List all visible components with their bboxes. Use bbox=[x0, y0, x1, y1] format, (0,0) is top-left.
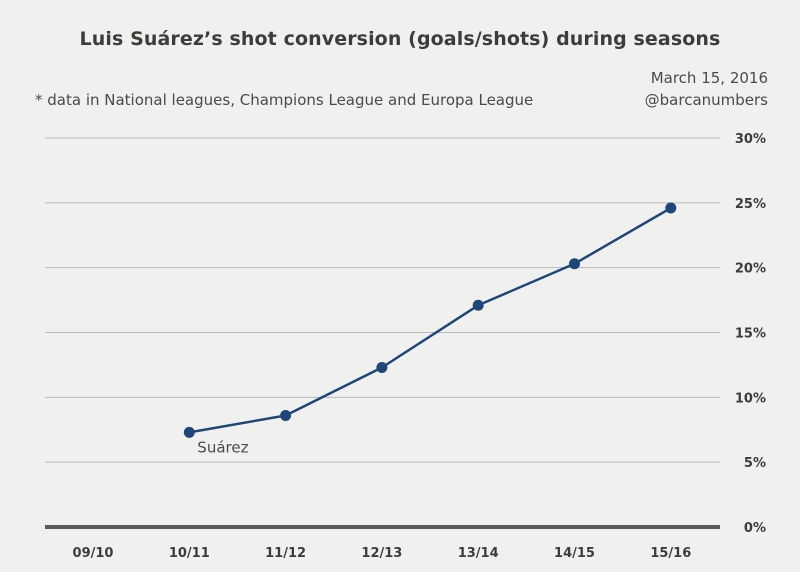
y-tick-label: 25% bbox=[735, 197, 766, 212]
x-tick-label: 12/13 bbox=[361, 546, 402, 561]
gridlines bbox=[45, 137, 720, 529]
series-label: Suárez bbox=[197, 438, 248, 456]
y-tick-label: 30% bbox=[735, 132, 766, 147]
y-tick-label: 15% bbox=[735, 327, 766, 342]
x-tick-label: 10/11 bbox=[169, 546, 210, 561]
x-axis-ticks: 09/10 10/11 11/12 12/13 13/14 14/15 15/16 bbox=[73, 546, 692, 561]
data-point bbox=[569, 258, 580, 270]
x-tick-label: 14/15 bbox=[554, 546, 595, 561]
x-tick-label: 15/16 bbox=[650, 546, 691, 561]
chart-title: Luis Suárez’s shot conversion (goals/sho… bbox=[79, 28, 721, 50]
x-tick-label: 13/14 bbox=[458, 546, 499, 561]
data-point bbox=[472, 299, 484, 311]
x-tick-label: 09/10 bbox=[73, 546, 114, 561]
data-point bbox=[665, 202, 677, 214]
chart-subtitle: * data in National leagues, Champions Le… bbox=[35, 91, 534, 109]
data-point bbox=[376, 362, 388, 374]
chart-date: March 15, 2016 bbox=[650, 69, 768, 87]
y-tick-label: 5% bbox=[744, 456, 766, 471]
data-point bbox=[183, 426, 195, 438]
y-tick-label: 20% bbox=[735, 262, 766, 277]
data-point bbox=[280, 409, 292, 421]
y-tick-label: 10% bbox=[735, 391, 766, 406]
series-layer: Suárez bbox=[183, 202, 677, 456]
x-tick-label: 11/12 bbox=[265, 546, 306, 561]
y-axis-ticks: 0% 5% 10% 15% 20% 25% 30% bbox=[735, 132, 766, 536]
author-handle: @barcanumbers bbox=[644, 91, 768, 109]
y-tick-label: 0% bbox=[744, 521, 766, 536]
series-line bbox=[189, 206, 672, 434]
